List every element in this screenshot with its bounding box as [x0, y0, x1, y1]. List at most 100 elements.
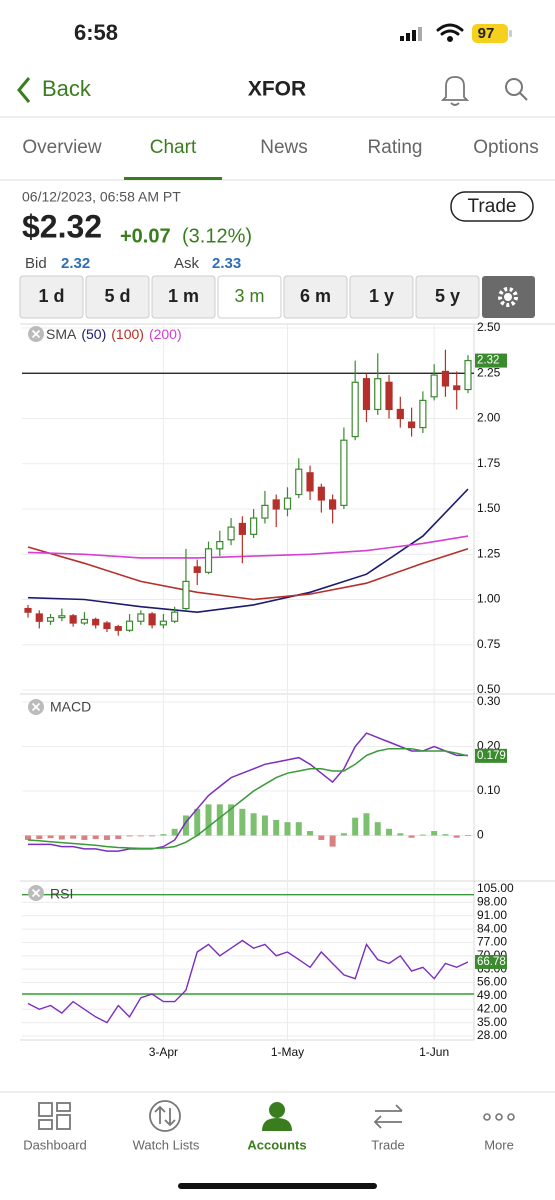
candle-body: [114, 626, 122, 631]
histogram-bar: [36, 835, 43, 840]
range-label[interactable]: 1 y: [369, 286, 394, 306]
histogram-bar: [318, 835, 325, 840]
histogram-bar: [58, 835, 65, 840]
last-value-label: 0.179: [477, 750, 506, 762]
candle-body: [340, 439, 348, 506]
histogram-bar: [453, 835, 460, 838]
candle-body: [374, 378, 382, 411]
nav-label[interactable]: Watch Lists: [133, 1137, 200, 1152]
candle-body: [272, 499, 280, 510]
candle-body: [430, 374, 438, 398]
range-button[interactable]: [19, 275, 84, 319]
range-button[interactable]: [349, 275, 414, 319]
remove-indicator-x[interactable]: [31, 329, 41, 339]
tab[interactable]: Options: [473, 137, 538, 158]
range-label[interactable]: 1 m: [168, 286, 199, 306]
candle-body: [317, 486, 325, 501]
back-icon[interactable]: [17, 77, 31, 103]
tab[interactable]: Rating: [368, 137, 423, 158]
legend-entry: (50): [81, 326, 106, 342]
y-tick-label: 1.50: [477, 501, 501, 515]
candle-body: [204, 548, 213, 573]
price: $2.32: [22, 208, 102, 244]
x-tick-label: 3-Apr: [149, 1045, 178, 1059]
nav-label[interactable]: Trade: [371, 1137, 404, 1152]
histogram-bar: [386, 828, 393, 836]
more-icon[interactable]: [483, 1113, 515, 1121]
ask: 2.33: [212, 255, 241, 272]
histogram-bar: [261, 815, 268, 836]
battery: [472, 24, 508, 43]
trade-label[interactable]: Trade: [468, 196, 517, 217]
histogram-bar: [81, 835, 88, 840]
remove-indicator-x[interactable]: [31, 888, 41, 898]
y-tick-label: 0.30: [477, 694, 501, 708]
candle-body: [238, 522, 246, 535]
range-label[interactable]: 1 d: [38, 286, 64, 306]
panel-title: MACD: [50, 699, 91, 715]
histogram-bar: [431, 831, 438, 836]
back-button[interactable]: Back: [42, 76, 92, 101]
range-button[interactable]: [85, 275, 150, 319]
nav-label[interactable]: Accounts: [247, 1137, 306, 1152]
candle-body: [193, 566, 201, 573]
nav-label[interactable]: Dashboard: [23, 1137, 87, 1152]
y-tick-label: 2.50: [477, 320, 501, 334]
candle-body: [261, 504, 269, 519]
gear-icon[interactable]: [498, 287, 518, 307]
histogram-bar: [284, 822, 291, 836]
range-button[interactable]: [151, 275, 216, 319]
candle-body: [69, 615, 77, 624]
wifi-icon: [436, 23, 464, 42]
y-tick-label: 28.00: [477, 1028, 507, 1042]
y-tick-label: 2.25: [477, 365, 501, 379]
accounts-icon[interactable]: [262, 1102, 292, 1131]
range-button[interactable]: [283, 275, 348, 319]
candle-body: [306, 472, 314, 492]
histogram-bar: [352, 817, 359, 836]
histogram-bar: [25, 835, 31, 840]
candle-body: [419, 399, 427, 429]
histogram-bar: [228, 804, 235, 836]
histogram-bar: [160, 834, 167, 836]
tab[interactable]: News: [260, 137, 308, 158]
legend-title: SMA: [46, 326, 77, 342]
y-tick-label: 1.75: [477, 456, 501, 470]
legend-entry: (200): [149, 326, 182, 342]
histogram-bar: [465, 835, 471, 836]
remove-indicator-x[interactable]: [31, 702, 41, 712]
candle-body: [362, 378, 371, 411]
x-tick-label: 1-Jun: [419, 1045, 449, 1059]
range-button[interactable]: [415, 275, 480, 319]
trade-icon[interactable]: [373, 1104, 403, 1129]
range-button[interactable]: [217, 275, 282, 319]
alerts-icon[interactable]: [440, 76, 470, 106]
tab[interactable]: Overview: [22, 137, 101, 158]
dashboard-icon[interactable]: [38, 1102, 71, 1130]
last-value-label: 2.32: [477, 355, 499, 367]
signal-icon: [400, 27, 422, 41]
candle-body: [58, 615, 66, 619]
histogram-bar: [126, 835, 133, 837]
candle-body: [396, 408, 404, 420]
battery-level: 97: [478, 25, 495, 42]
histogram-bar: [408, 835, 415, 838]
watchlist-icon[interactable]: [149, 1100, 181, 1132]
range-label[interactable]: 5 y: [435, 286, 460, 306]
candle-body: [24, 607, 32, 613]
range-label[interactable]: 3 m: [234, 286, 264, 306]
last-value-box: [475, 954, 507, 969]
nav-title: XFOR: [248, 78, 306, 101]
range-label[interactable]: 6 m: [300, 286, 331, 306]
change: +0.07: [120, 225, 171, 247]
nav-label[interactable]: More: [484, 1137, 514, 1152]
tab[interactable]: Chart: [150, 137, 197, 158]
histogram-bar: [340, 833, 347, 836]
candle-body: [441, 370, 450, 387]
search-icon[interactable]: [505, 78, 528, 101]
trade-button[interactable]: [450, 191, 534, 222]
bid-label: Bid: [25, 255, 47, 272]
range-label[interactable]: 5 d: [104, 286, 130, 306]
histogram-bar: [47, 835, 54, 839]
histogram-bar: [205, 804, 212, 836]
